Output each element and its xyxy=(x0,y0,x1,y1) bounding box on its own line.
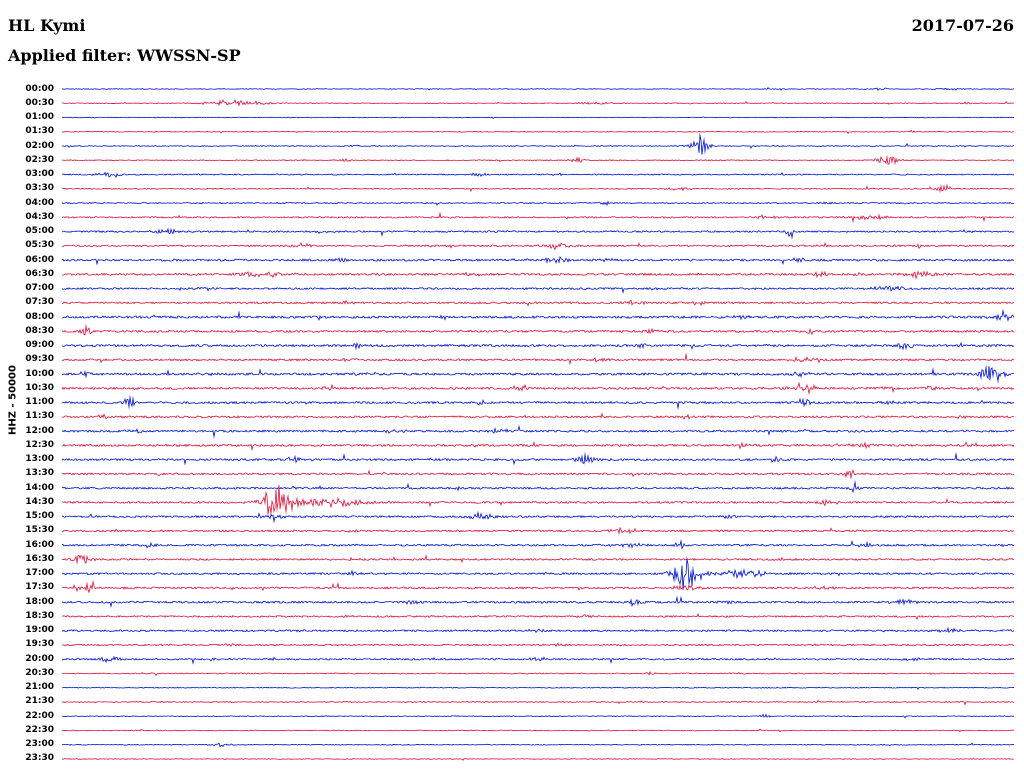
time-label: 10:30 xyxy=(25,382,54,393)
time-label: 02:00 xyxy=(25,140,54,151)
time-label: 23:30 xyxy=(25,753,54,764)
time-labels: 00:00 00:30 01:00 01:30 02:00 02:30 03:00 03:30… xyxy=(0,0,58,780)
time-label: 04:30 xyxy=(25,211,54,222)
time-label: 07:00 xyxy=(25,283,54,294)
time-label: 19:00 xyxy=(25,625,54,636)
time-label: 13:30 xyxy=(25,468,54,479)
time-label: 06:00 xyxy=(25,254,54,265)
time-label: 12:00 xyxy=(25,425,54,436)
time-label: 05:30 xyxy=(25,240,54,251)
time-label: 18:30 xyxy=(25,610,54,621)
time-label: 00:30 xyxy=(25,97,54,108)
time-label: 20:30 xyxy=(25,667,54,678)
station-title: HL Kymi xyxy=(8,16,86,35)
time-label: 14:00 xyxy=(25,482,54,493)
time-label: 21:30 xyxy=(25,696,54,707)
time-label: 13:00 xyxy=(25,454,54,465)
time-label: 11:00 xyxy=(25,397,54,408)
time-label: 11:30 xyxy=(25,411,54,422)
time-label: 17:00 xyxy=(25,568,54,579)
time-label: 15:30 xyxy=(25,525,54,536)
time-label: 22:00 xyxy=(25,710,54,721)
time-label: 15:00 xyxy=(25,511,54,522)
time-label: 12:30 xyxy=(25,439,54,450)
time-label: 09:00 xyxy=(25,340,54,351)
time-label: 14:30 xyxy=(25,496,54,507)
time-label: 16:00 xyxy=(25,539,54,550)
time-label: 03:30 xyxy=(25,183,54,194)
time-label: 22:30 xyxy=(25,724,54,735)
time-label: 05:00 xyxy=(25,226,54,237)
time-label: 18:00 xyxy=(25,596,54,607)
time-label: 21:00 xyxy=(25,682,54,693)
time-label: 06:30 xyxy=(25,268,54,279)
time-label: 01:30 xyxy=(25,126,54,137)
time-label: 09:30 xyxy=(25,354,54,365)
time-label: 04:00 xyxy=(25,197,54,208)
time-label: 19:30 xyxy=(25,639,54,650)
time-label: 16:30 xyxy=(25,553,54,564)
time-label: 01:00 xyxy=(25,112,54,122)
time-label: 08:30 xyxy=(25,325,54,336)
time-label: 03:00 xyxy=(25,169,54,180)
time-label: 23:00 xyxy=(25,739,54,750)
time-label: 20:00 xyxy=(25,653,54,664)
time-label: 17:30 xyxy=(25,582,54,593)
plot-date: 2017-07-26 xyxy=(911,16,1014,35)
time-label: 02:30 xyxy=(25,154,54,165)
time-label: 08:00 xyxy=(25,311,54,322)
time-label: 10:00 xyxy=(25,368,54,379)
filter-label: Applied filter: WWSSN-SP xyxy=(8,46,241,65)
time-label: 00:00 xyxy=(25,83,54,94)
time-label: 07:30 xyxy=(25,297,54,308)
